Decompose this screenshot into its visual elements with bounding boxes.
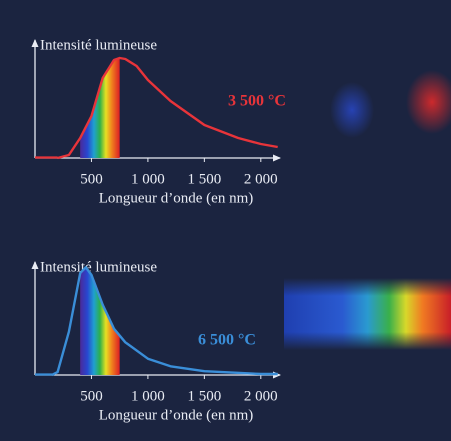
curve xyxy=(51,266,278,377)
y-axis-arrow xyxy=(31,39,39,47)
y-axis-arrow xyxy=(31,261,39,269)
x-tick-label: 1 500 xyxy=(187,388,221,404)
red-glow xyxy=(406,70,451,134)
x-tick-label: 2 000 xyxy=(244,388,278,404)
y-axis-label: Intensité lumineuse xyxy=(40,259,157,275)
temperature-label: 6 500 °C xyxy=(198,332,256,349)
spectrum-fade xyxy=(284,278,451,350)
x-tick-label: 1 000 xyxy=(131,171,165,187)
x-tick-label: 1 500 xyxy=(187,171,221,187)
temperature-label: 3 500 °C xyxy=(228,93,286,110)
x-axis-label: Longueur d’onde (en nm) xyxy=(99,190,254,206)
x-tick-label: 500 xyxy=(80,171,103,187)
x-axis-label: Longueur d’onde (en nm) xyxy=(99,407,254,423)
curve xyxy=(57,56,278,160)
x-axis-arrow xyxy=(273,154,281,162)
y-axis-label: Intensité lumineuse xyxy=(40,37,157,53)
blue-glow xyxy=(330,82,374,138)
x-tick-label: 1 000 xyxy=(131,388,165,404)
x-tick-label: 2 000 xyxy=(244,171,278,187)
x-tick-label: 500 xyxy=(80,388,103,404)
